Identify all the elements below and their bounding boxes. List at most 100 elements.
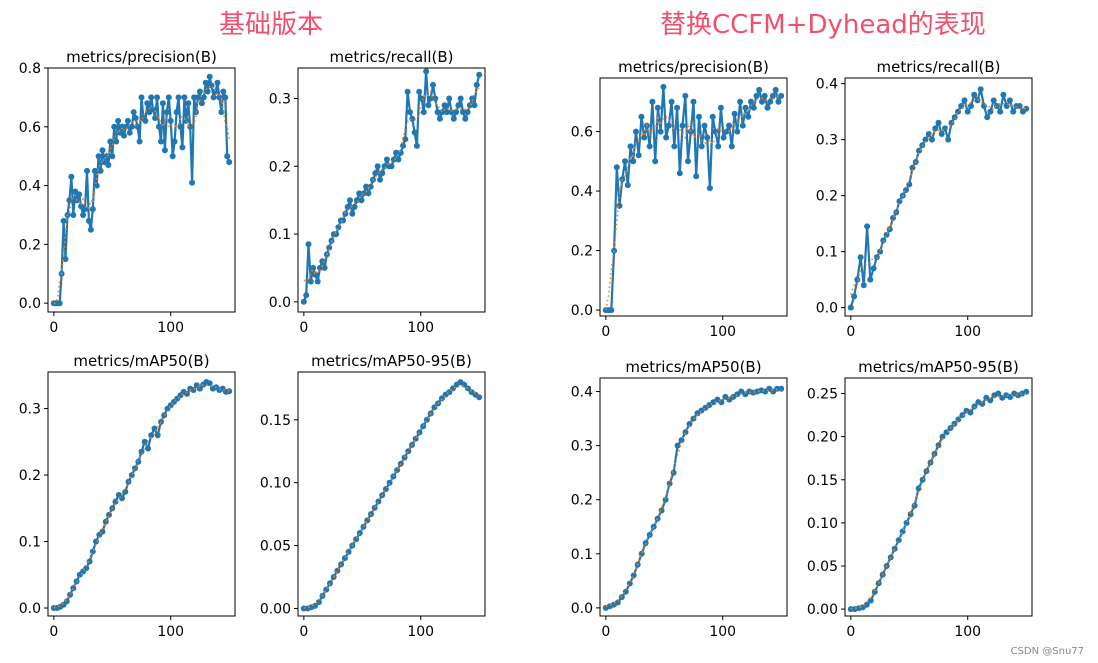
data-point (929, 136, 935, 143)
data-point (214, 79, 221, 86)
data-point (148, 94, 155, 101)
data-point (717, 104, 724, 111)
y-tick-label: 0.0 (269, 295, 291, 311)
data-point (181, 94, 188, 101)
data-point (674, 442, 681, 449)
data-point (150, 106, 157, 113)
axes-frame (599, 377, 788, 617)
data-point (173, 109, 180, 116)
data-point (312, 602, 318, 609)
data-point (109, 153, 116, 160)
data-point (734, 128, 741, 135)
data-point (922, 136, 929, 143)
data-point (310, 264, 317, 271)
data-point (847, 304, 854, 311)
axes-frame (47, 67, 236, 313)
data-point (961, 97, 968, 104)
data-point (652, 158, 659, 165)
y-tick-label: 0.10 (807, 516, 838, 532)
data-point (649, 98, 656, 105)
data-point (89, 206, 96, 213)
smooth-line (850, 98, 1027, 295)
chart-r2: metrics/recall(B) 0.0 0.1 0.2 0.3 0.4 0 100 (816, 58, 1033, 340)
data-point (979, 400, 986, 407)
watermark: CSDN @Snu77 (1010, 646, 1084, 657)
data-point (121, 132, 127, 139)
axes-frame (47, 371, 236, 617)
data-point (402, 136, 409, 143)
data-point (122, 123, 129, 130)
data-point (627, 143, 634, 150)
data-point (161, 147, 168, 154)
data-point (407, 109, 413, 116)
data-point (630, 158, 637, 165)
data-point (464, 109, 471, 116)
data-point (851, 293, 858, 300)
axes-frame (844, 77, 1033, 317)
y-tick-label: 0.6 (19, 120, 41, 136)
data-point (863, 601, 870, 608)
data-point (179, 144, 186, 151)
data-point (674, 104, 681, 111)
data-point (453, 109, 460, 116)
data-point (76, 191, 83, 198)
data-point (767, 98, 774, 105)
data-point (698, 143, 705, 150)
smooth-line (850, 392, 1027, 610)
data-point (341, 555, 348, 562)
data-point (448, 109, 455, 116)
data-point (63, 598, 70, 605)
data-point (769, 92, 776, 99)
data-point (430, 81, 436, 88)
x-tick-label: 0 (299, 624, 308, 640)
y-tick-label: 0.20 (807, 430, 838, 446)
data-point (107, 138, 114, 145)
data-point (102, 518, 109, 525)
data-point (658, 507, 665, 514)
data-point (455, 102, 462, 109)
y-tick-label: 0.1 (571, 547, 593, 563)
chart-l1: metrics/precision(B) 0.0 0.2 0.4 0.6 0.8 0 100 (19, 48, 236, 336)
data-point (925, 131, 932, 137)
data-point (305, 241, 312, 248)
data-point (614, 599, 621, 606)
chart-r1: metrics/precision(B) 0.0 0.2 0.4 0.6 0 100 (571, 58, 788, 340)
y-tick-label: 0.10 (260, 476, 291, 492)
y-tick-label: 0.4 (571, 184, 593, 200)
x-tick-label: 0 (846, 624, 855, 640)
data-point (761, 92, 768, 99)
data-point (216, 94, 223, 101)
data-point (662, 496, 669, 503)
data-point (128, 472, 135, 479)
data-point (356, 190, 363, 197)
data-point (635, 152, 642, 159)
data-point (142, 117, 149, 124)
data-point (226, 388, 233, 395)
data-point (303, 292, 310, 299)
data-point (388, 163, 395, 170)
data-point (56, 300, 63, 307)
data-point (411, 129, 418, 136)
data-point (731, 110, 738, 117)
chart-title: metrics/precision(B) (66, 48, 217, 66)
data-point (948, 119, 955, 126)
series-line (850, 390, 1027, 611)
data-point (462, 115, 469, 122)
group-title-baseline: 基础版本 (219, 10, 324, 40)
x-tick-label: 0 (846, 324, 855, 340)
data-point (347, 197, 353, 204)
y-tick-label: 0.2 (19, 468, 41, 484)
data-point (80, 212, 87, 218)
data-point (333, 231, 340, 238)
y-tick-label: 0.8 (19, 61, 41, 77)
y-tick-label: 0.4 (19, 179, 41, 195)
x-tick-label: 0 (601, 624, 610, 640)
data-point (471, 102, 478, 109)
y-tick-label: 0.2 (816, 189, 838, 205)
smooth-line (303, 87, 480, 282)
data-point (187, 123, 194, 130)
data-point (202, 79, 209, 86)
data-point (307, 278, 314, 285)
data-point (220, 88, 227, 95)
